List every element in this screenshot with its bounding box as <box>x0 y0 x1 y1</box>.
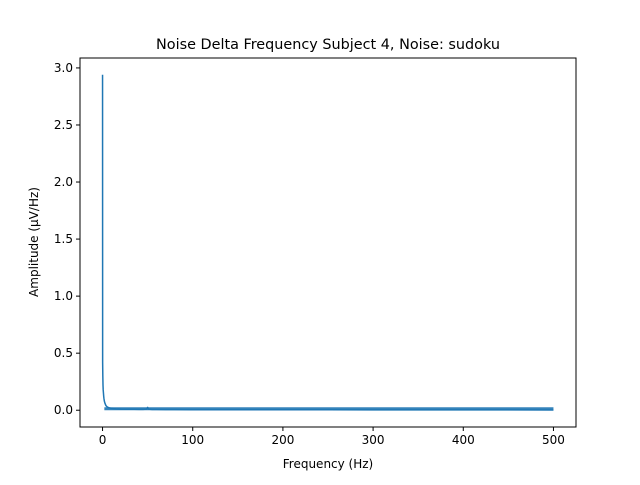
x-tick-label: 0 <box>99 433 107 447</box>
y-tick-label: 3.0 <box>54 61 73 75</box>
x-tick-label: 300 <box>362 433 385 447</box>
y-tick-label: 0.0 <box>54 403 73 417</box>
x-tick-label: 200 <box>271 433 294 447</box>
y-axis-label: Amplitude (μV/Hz) <box>27 187 41 297</box>
y-tick-label: 2.5 <box>54 118 73 132</box>
x-tick-label: 100 <box>181 433 204 447</box>
x-tick-label: 500 <box>542 433 565 447</box>
y-tick-label: 0.5 <box>54 346 73 360</box>
y-tick-label: 1.5 <box>54 232 73 246</box>
chart-title: Noise Delta Frequency Subject 4, Noise: … <box>156 37 500 53</box>
y-tick-label: 2.0 <box>54 175 73 189</box>
axes-frame <box>79 57 577 428</box>
x-axis-label: Frequency (Hz) <box>283 457 374 471</box>
plot-area: 0 100 200 300 400 500 0.0 0.5 1.0 1.5 2.0 2.5 3.0 <box>54 57 577 447</box>
y-tick-label: 1.0 <box>54 289 73 303</box>
x-tick-label: 400 <box>452 433 475 447</box>
